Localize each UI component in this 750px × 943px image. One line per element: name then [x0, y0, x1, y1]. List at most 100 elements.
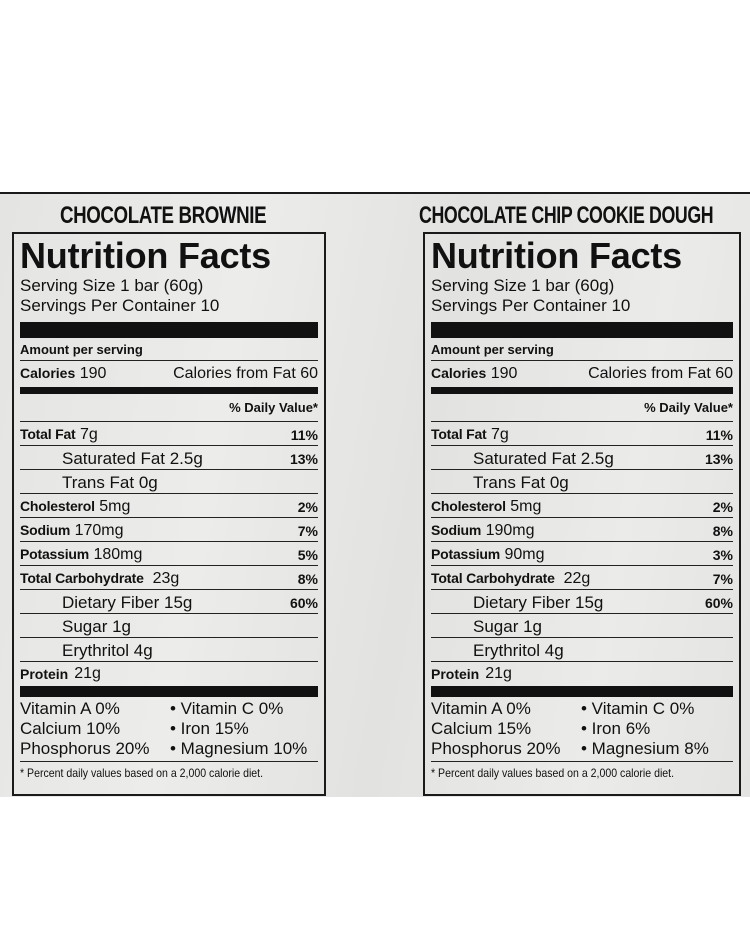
nutrient-name: Erythritol 4g	[473, 641, 564, 660]
nutrient-row-erythritol: Erythritol 4g	[20, 638, 318, 662]
footnote: * Percent daily values based on a 2,000 …	[431, 766, 675, 780]
amount-per-serving: Amount per serving	[20, 338, 318, 361]
serving-size: Serving Size 1 bar (60g)	[431, 276, 615, 295]
nutrient-name: Trans Fat 0g	[473, 473, 569, 492]
calories-row: Calories 190 Calories from Fat 60	[431, 361, 733, 387]
nutrient-name: Trans Fat 0g	[62, 473, 158, 492]
vitamin-item: • Magnesium 8%	[581, 739, 709, 758]
nutrient-amount: 180mg	[93, 546, 143, 563]
calories-value: 190	[79, 365, 107, 382]
vitamin-row: Vitamin A 0% • Vitamin C 0%	[431, 699, 733, 719]
nutrient-row-total-carbohydrate: Total Carbohydrate 22g 7%	[431, 566, 733, 590]
thick-divider	[431, 322, 733, 338]
product-title: CHOCOLATE BROWNIE	[60, 202, 267, 229]
nutrient-pct: 13%	[289, 451, 318, 467]
nutrient-pct: 7%	[712, 571, 733, 587]
nutrient-row-saturated-fat: Saturated Fat 2.5g 13%	[431, 446, 733, 470]
nutrient-pct: 11%	[705, 427, 733, 443]
nutrient-name: Saturated Fat 2.5g	[62, 449, 203, 468]
nutrient-row-total-carbohydrate: Total Carbohydrate 23g 8%	[20, 566, 318, 590]
protein-label: Protein	[20, 666, 69, 682]
nutrient-name: Potassium	[431, 546, 500, 562]
nutrient-row-sugar: Sugar 1g	[431, 614, 733, 638]
nutrient-pct: 13%	[704, 451, 733, 467]
medium-divider	[431, 387, 733, 394]
nutrient-row-total-fat: Total Fat 7g 11%	[20, 422, 318, 446]
nutrient-name: Cholesterol	[431, 498, 506, 514]
nutrient-pct: 60%	[704, 595, 733, 611]
calories-from-fat: Calories from Fat 60	[173, 365, 318, 382]
nutrient-amount: 170mg	[74, 522, 124, 539]
nutrient-amount: 190mg	[485, 522, 535, 539]
amount-per-serving: Amount per serving	[431, 338, 733, 361]
daily-value-header: % Daily Value*	[431, 394, 733, 422]
vitamins-minerals: Vitamin A 0% • Vitamin C 0% Calcium 10% • …	[20, 697, 318, 762]
nutrient-row-sugar: Sugar 1g	[20, 614, 318, 638]
protein-row: Protein 21g	[20, 662, 318, 686]
vitamin-item: Vitamin A 0%	[431, 699, 531, 718]
vitamin-item: Calcium 15%	[431, 719, 532, 738]
vitamin-row: Phosphorus 20% • Magnesium 8%	[431, 739, 733, 759]
nutrient-name: Sodium	[431, 522, 482, 538]
daily-value-header: % Daily Value*	[20, 394, 318, 422]
nutrient-pct: 60%	[289, 595, 318, 611]
nutrient-name: Total Carbohydrate	[431, 570, 555, 586]
nutrient-row-cholesterol: Cholesterol 5mg 2%	[20, 494, 318, 518]
nutrient-row-potassium: Potassium 180mg 5%	[20, 542, 318, 566]
nutrient-pct: 7%	[297, 523, 318, 539]
nutrient-pct: 2%	[297, 499, 318, 515]
vitamin-item: Calcium 10%	[20, 719, 121, 738]
nutrient-amount: 90mg	[504, 546, 545, 563]
vitamin-item: • Vitamin C 0%	[170, 699, 284, 718]
nutrient-row-potassium: Potassium 90mg 3%	[431, 542, 733, 566]
vitamin-row: Calcium 15% • Iron 6%	[431, 719, 733, 739]
nutrient-pct: 3%	[712, 547, 733, 563]
vitamin-item: • Iron 15%	[170, 719, 249, 738]
nutrient-pct: 2%	[712, 499, 733, 515]
calories-label: Calories	[431, 365, 487, 381]
nutrient-row-cholesterol: Cholesterol 5mg 2%	[431, 494, 733, 518]
nutrient-name: Total Carbohydrate	[20, 570, 144, 586]
vitamin-item: Phosphorus 20%	[20, 739, 150, 758]
nutrient-row-sodium: Sodium 190mg 8%	[431, 518, 733, 542]
nutrient-row-saturated-fat: Saturated Fat 2.5g 13%	[20, 446, 318, 470]
nutrient-name: Dietary Fiber 15g	[473, 593, 604, 612]
vitamin-row: Vitamin A 0% • Vitamin C 0%	[20, 699, 318, 719]
nutrition-facts-label: Nutrition Facts Serving Size 1 bar (60g)…	[423, 232, 741, 796]
nutrient-row-sodium: Sodium 170mg 7%	[20, 518, 318, 542]
vitamin-item: Phosphorus 20%	[431, 739, 561, 758]
protein-value: 21g	[74, 665, 101, 682]
protein-value: 21g	[485, 665, 512, 682]
nutrient-amount: 5mg	[99, 498, 131, 515]
nutrition-facts-title: Nutrition Facts	[431, 235, 683, 276]
servings-per-container: Servings Per Container 10	[20, 296, 220, 315]
thick-divider	[431, 686, 733, 697]
protein-label: Protein	[431, 666, 480, 682]
nutrient-name: Erythritol 4g	[62, 641, 153, 660]
nutrient-row-trans-fat: Trans Fat 0g	[20, 470, 318, 494]
nutrient-pct: 8%	[712, 523, 733, 539]
thick-divider	[20, 686, 318, 697]
nutrient-amount: 22g	[563, 570, 591, 587]
serving-size: Serving Size 1 bar (60g)	[20, 276, 204, 295]
calories-value: 190	[490, 365, 518, 382]
nutrient-name: Total Fat	[431, 426, 487, 442]
nutrient-row-dietary-fiber: Dietary Fiber 15g 60%	[431, 590, 733, 614]
nutrient-amount: 23g	[152, 570, 180, 587]
nutrient-row-trans-fat: Trans Fat 0g	[431, 470, 733, 494]
nutrient-row-total-fat: Total Fat 7g 11%	[431, 422, 733, 446]
calories-from-fat: Calories from Fat 60	[588, 365, 733, 382]
nutrient-row-erythritol: Erythritol 4g	[431, 638, 733, 662]
product-title: CHOCOLATE CHIP COOKIE DOUGH	[419, 202, 714, 229]
calories-row: Calories 190 Calories from Fat 60	[20, 361, 318, 387]
medium-divider	[20, 387, 318, 394]
protein-row: Protein 21g	[431, 662, 733, 686]
servings-per-container: Servings Per Container 10	[431, 296, 631, 315]
vitamin-item: • Iron 6%	[581, 719, 651, 738]
vitamin-item: • Magnesium 10%	[170, 739, 308, 758]
vitamin-item: Vitamin A 0%	[20, 699, 120, 718]
nutrient-amount: 7g	[79, 426, 98, 443]
nutrient-name: Saturated Fat 2.5g	[473, 449, 614, 468]
nutrition-facts-label: Nutrition Facts Serving Size 1 bar (60g)…	[12, 232, 326, 796]
nutrient-pct: 8%	[297, 571, 318, 587]
